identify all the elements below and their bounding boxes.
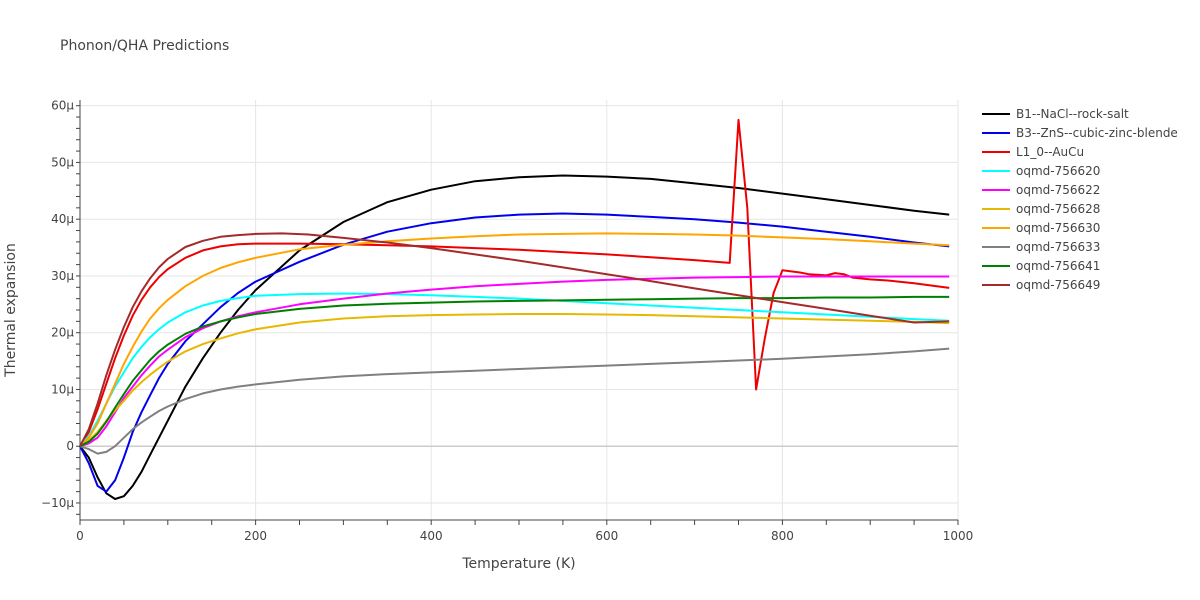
x-tick-label: 0 bbox=[76, 529, 84, 543]
legend-item[interactable]: oqmd-756649 bbox=[982, 278, 1100, 292]
x-tick-label: 200 bbox=[244, 529, 267, 543]
series-line-6 bbox=[79, 232, 950, 447]
legend-item[interactable]: L1_0--AuCu bbox=[982, 145, 1084, 159]
y-tick-label: 20μ bbox=[51, 326, 74, 340]
x-tick-label: 400 bbox=[420, 529, 443, 543]
legend-item[interactable]: B3--ZnS--cubic-zinc-blende bbox=[982, 126, 1178, 140]
y-tick-label: 60μ bbox=[51, 99, 74, 113]
series-line-2 bbox=[79, 118, 950, 447]
series-line-7 bbox=[79, 347, 950, 455]
y-tick-label: −10μ bbox=[41, 496, 74, 510]
legend-item[interactable]: oqmd-756641 bbox=[982, 259, 1100, 273]
legend-item[interactable]: oqmd-756620 bbox=[982, 164, 1100, 178]
chart-title: Phonon/QHA Predictions bbox=[60, 38, 229, 54]
y-tick-label: 30μ bbox=[51, 269, 74, 283]
legend-item[interactable]: oqmd-756633 bbox=[982, 240, 1100, 254]
grid-lines bbox=[80, 100, 959, 520]
series-line-5 bbox=[79, 313, 950, 448]
series-line-1 bbox=[79, 212, 950, 493]
series-line-3 bbox=[79, 292, 950, 447]
y-tick-label: 10μ bbox=[51, 382, 74, 396]
legend-item[interactable]: oqmd-756630 bbox=[982, 221, 1100, 235]
series-lines bbox=[79, 118, 950, 500]
x-tick-label: 1000 bbox=[943, 529, 974, 543]
y-axis-title: Thermal expansion bbox=[3, 243, 19, 378]
legend-label: L1_0--AuCu bbox=[1016, 145, 1084, 159]
series-line-0 bbox=[79, 174, 950, 500]
x-tick-label: 600 bbox=[595, 529, 618, 543]
y-tick-label: 50μ bbox=[51, 155, 74, 169]
legend-label: oqmd-756641 bbox=[1016, 259, 1100, 273]
legend-label: oqmd-756649 bbox=[1016, 278, 1100, 292]
x-tick-label: 800 bbox=[771, 529, 794, 543]
x-axis-title: Temperature (K) bbox=[461, 556, 575, 572]
axes bbox=[76, 100, 959, 525]
legend-label: oqmd-756628 bbox=[1016, 202, 1100, 216]
legend[interactable]: B1--NaCl--rock-salt B3--ZnS--cubic-zinc-b… bbox=[982, 107, 1178, 292]
legend-label: oqmd-756622 bbox=[1016, 183, 1100, 197]
legend-item[interactable]: oqmd-756628 bbox=[982, 202, 1100, 216]
y-tick-label: 40μ bbox=[51, 212, 74, 226]
y-tick-label: 0 bbox=[66, 439, 74, 453]
legend-label: B3--ZnS--cubic-zinc-blende bbox=[1016, 126, 1178, 140]
legend-label: oqmd-756630 bbox=[1016, 221, 1100, 235]
series-line-9 bbox=[79, 232, 950, 447]
legend-label: oqmd-756620 bbox=[1016, 164, 1100, 178]
series-line-8 bbox=[79, 295, 950, 448]
y-tick-labels: −10μ 0 10μ 20μ 30μ 40μ 50μ 60μ bbox=[41, 99, 74, 510]
series-line-4 bbox=[79, 275, 950, 448]
legend-label: oqmd-756633 bbox=[1016, 240, 1100, 254]
legend-label: B1--NaCl--rock-salt bbox=[1016, 107, 1129, 121]
x-tick-labels: 0 200 400 600 800 1000 bbox=[76, 529, 973, 543]
legend-item[interactable]: oqmd-756622 bbox=[982, 183, 1100, 197]
legend-item[interactable]: B1--NaCl--rock-salt bbox=[982, 107, 1129, 121]
